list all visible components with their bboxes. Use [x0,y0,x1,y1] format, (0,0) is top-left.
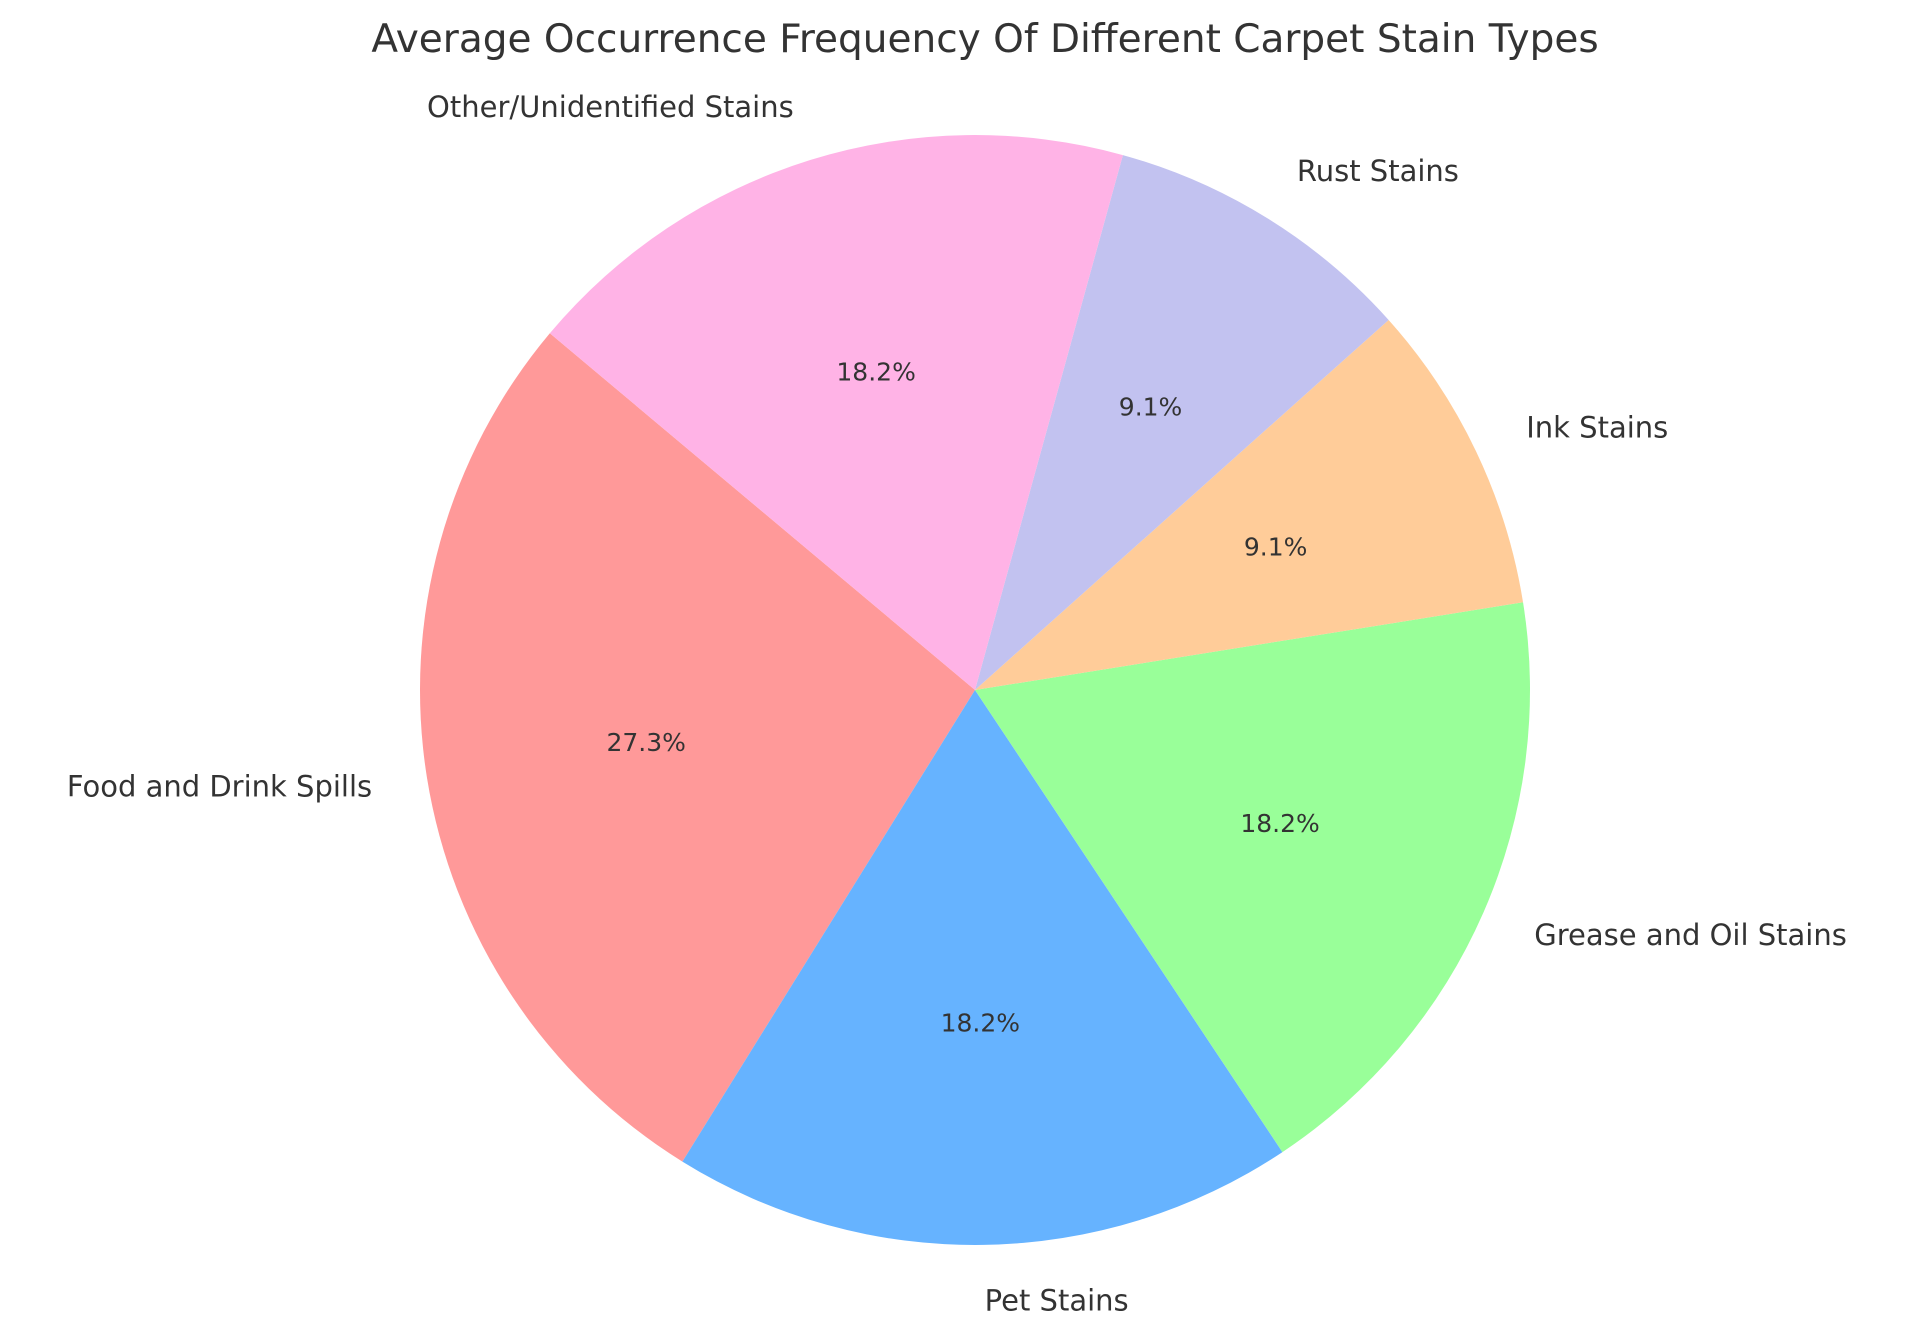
pie-slices [419,135,1530,1246]
slice-label-food-and-drink-spills: Food and Drink Spills [67,769,372,803]
slice-percent-rust-stains: 9.1% [1119,393,1183,422]
pie-slice-pet-stains [682,690,1283,1246]
slice-percent-other-unidentified-stains: 18.2% [836,358,915,387]
pie-slice-ink-stains [975,319,1524,690]
pie-slice-rust-stains [975,155,1389,690]
slice-label-grease-and-oil-stains: Grease and Oil Stains [1534,918,1847,952]
slice-label-other-unidentified-stains: Other/Unidentified Stains [427,90,794,124]
chart-title: Average Occurrence Frequency Of Differen… [371,17,1598,62]
slice-percent-food-and-drink-spills: 27.3% [606,728,685,757]
pie-slice-grease-and-oil-stains [975,602,1530,1153]
slice-percent-grease-and-oil-stains: 18.2% [1240,809,1319,838]
pie-slice-other-unidentified-stains [549,135,1123,690]
pie-slice-food-and-drink-spills [419,333,975,1162]
slice-percent-pet-stains: 18.2% [941,1008,1020,1037]
pie-labels: Food and Drink Spills 27.3% Pet Stains 18.2… [67,90,1847,1317]
slice-percent-ink-stains: 9.1% [1244,532,1308,561]
slice-label-ink-stains: Ink Stains [1526,411,1668,445]
slice-label-pet-stains: Pet Stains [985,1283,1129,1317]
slice-label-rust-stains: Rust Stains [1297,154,1459,188]
